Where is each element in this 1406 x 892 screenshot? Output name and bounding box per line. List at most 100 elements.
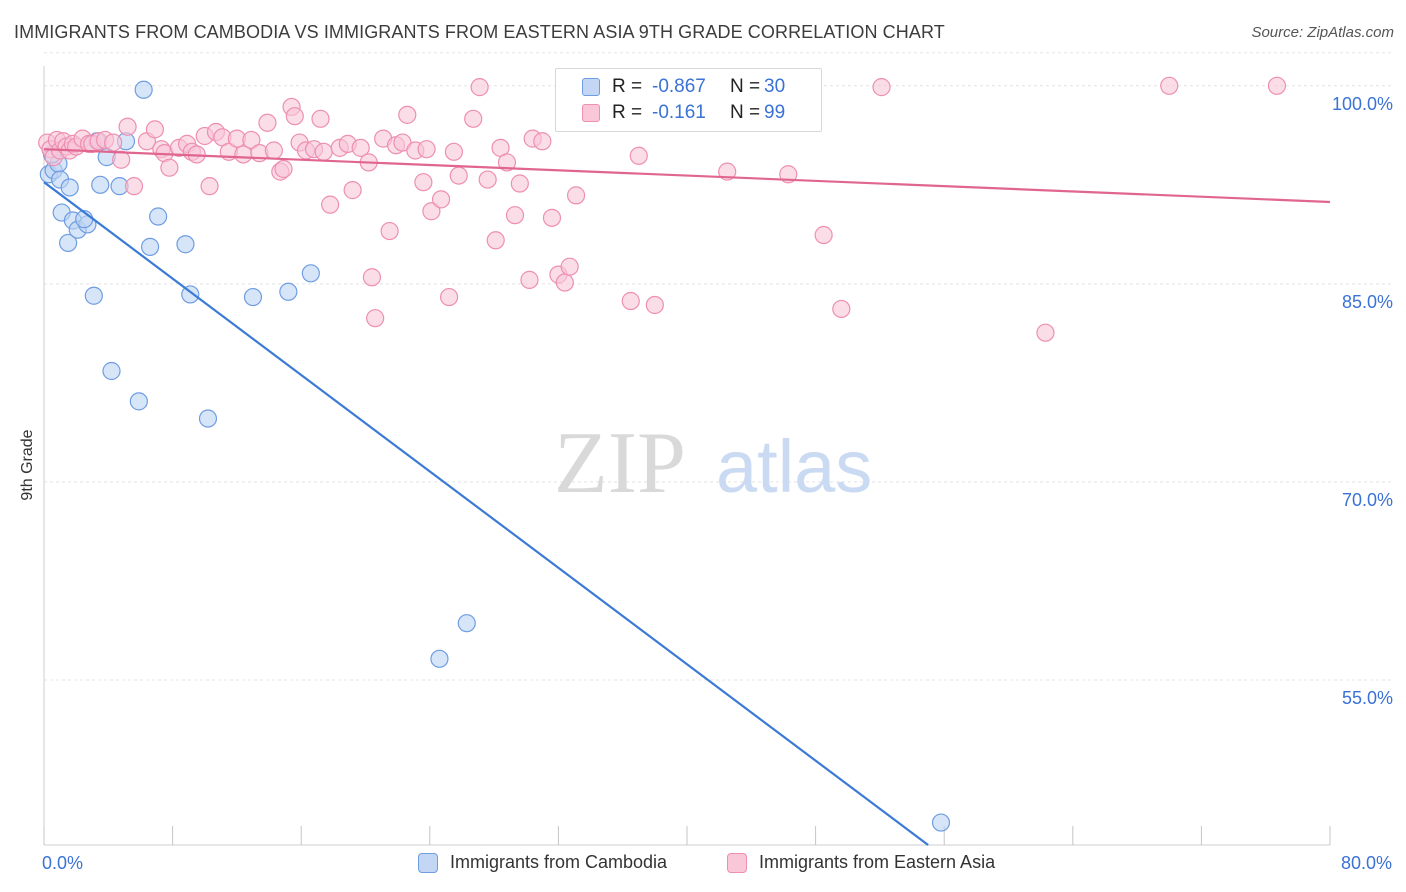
cambodia-point — [59, 233, 78, 253]
legend-n-value: 99 — [764, 102, 786, 123]
eastern-asia-point — [321, 195, 340, 214]
eastern-asia-point — [145, 120, 165, 139]
eastern-asia-point — [464, 109, 483, 128]
eastern-asia-point — [560, 257, 579, 276]
eastern-asia-point — [417, 140, 436, 159]
eastern-asia-point — [555, 273, 574, 292]
eastern-asia-point — [274, 159, 293, 179]
eastern-asia-point — [118, 117, 137, 136]
eastern-asia-point — [362, 268, 382, 287]
legend-row-eastern-asia: R = -0.161 N = 99 — [582, 101, 785, 125]
cambodia-point — [243, 287, 263, 307]
cambodia-point — [931, 813, 951, 832]
eastern-asia-point — [351, 138, 370, 157]
eastern-asia-point — [566, 186, 586, 205]
eastern-asia-point — [505, 206, 525, 225]
axes — [43, 66, 1331, 846]
eastern-asia-point — [124, 177, 144, 196]
eastern-asia-point — [343, 181, 362, 200]
cambodia-point — [149, 207, 168, 226]
legend-r-label: R = — [612, 102, 643, 123]
cambodia-point — [129, 392, 148, 411]
eastern-asia-point — [533, 132, 552, 151]
series-label-cambodia: Immigrants from Cambodia — [450, 852, 668, 872]
eastern-asia-point — [439, 287, 459, 307]
cambodia-point — [457, 614, 476, 633]
chart-title: IMMIGRANTS FROM CAMBODIA VS IMMIGRANTS F… — [14, 22, 945, 42]
eastern-asia-point — [414, 173, 433, 192]
series-legend-eastern-asia: Immigrants from Eastern Asia — [727, 852, 995, 873]
eastern-asia-point — [832, 299, 851, 319]
eastern-asia-point — [242, 130, 261, 150]
cambodia-point — [60, 178, 79, 197]
legend-n-value: 30 — [764, 76, 786, 97]
cambodia-point — [279, 282, 298, 301]
eastern-asia-point — [444, 142, 464, 161]
eastern-asia-point — [542, 208, 562, 227]
y-tick-label: 70.0% — [1342, 490, 1393, 510]
cambodia-point — [430, 649, 449, 668]
eastern-asia-trend-line — [43, 148, 1331, 204]
eastern-asia-point — [422, 202, 441, 221]
legend-n-label: N = — [730, 76, 761, 97]
legend-n-label: N = — [730, 102, 761, 123]
watermark: ZIP atlas — [554, 415, 872, 512]
eastern-asia-point — [366, 309, 385, 328]
eastern-asia-point — [314, 142, 333, 161]
eastern-asia-point — [510, 174, 529, 193]
eastern-asia-point — [470, 78, 489, 97]
chart-source: Source: ZipAtlas.com — [1251, 24, 1394, 41]
eastern-asia-point — [258, 113, 277, 132]
eastern-asia-point — [285, 107, 304, 126]
series-label-eastern-asia: Immigrants from Eastern Asia — [759, 852, 996, 872]
eastern-asia-point — [645, 295, 664, 315]
eastern-asia-point — [621, 291, 640, 311]
series-legend-cambodia: Immigrants from Cambodia — [418, 852, 667, 873]
eastern-asia-point — [112, 150, 131, 169]
eastern-asia-point — [449, 166, 468, 185]
eastern-asia-point — [718, 162, 737, 181]
legend-r-value: -0.867 — [652, 76, 706, 97]
eastern-asia-point — [1267, 76, 1287, 95]
eastern-asia-point — [872, 78, 891, 97]
y-tick-labels: 100.0% 85.0% 70.0% 55.0% — [1332, 94, 1393, 708]
eastern-asia-point — [431, 190, 451, 209]
series-swatch-cambodia — [418, 852, 438, 873]
cambodia-point — [134, 80, 153, 99]
watermark-zip: ZIP — [554, 415, 686, 512]
eastern-asia-point — [629, 146, 648, 165]
x-axis-min-label: 0.0% — [42, 853, 84, 873]
legend-r-label: R = — [612, 76, 643, 97]
legend-swatch-eastern-asia — [582, 104, 600, 122]
eastern-asia-point — [200, 177, 219, 196]
correlation-legend: R = -0.867 N = 30 R = -0.161 N = 99 — [555, 68, 822, 132]
eastern-asia-point — [104, 133, 123, 152]
cambodia-point — [84, 286, 103, 305]
eastern-asia-point — [380, 221, 399, 241]
cambodia-point — [91, 175, 110, 194]
eastern-asia-point — [311, 109, 330, 128]
series-swatch-eastern-asia — [727, 852, 747, 873]
cambodia-trend-line — [43, 181, 929, 846]
legend-swatch-cambodia — [582, 78, 600, 96]
eastern-asia-point — [478, 170, 497, 189]
legend-row-cambodia: R = -0.867 N = 30 — [582, 75, 785, 99]
cambodia-point — [102, 361, 121, 381]
eastern-asia-point — [486, 231, 505, 250]
eastern-asia-point — [398, 105, 417, 124]
watermark-atlas: atlas — [716, 425, 872, 508]
eastern-asia-point — [160, 158, 179, 177]
y-tick-label: 100.0% — [1332, 94, 1393, 114]
eastern-asia-point — [1160, 76, 1179, 95]
series-legend: Immigrants from Cambodia Immigrants from… — [0, 852, 1406, 878]
eastern-asia-point — [264, 141, 283, 160]
data-points — [38, 76, 1287, 832]
x-axis-max-label: 80.0% — [1340, 853, 1392, 873]
cambodia-point — [198, 409, 218, 428]
cambodia-point — [140, 237, 160, 256]
trend-lines — [43, 148, 1331, 846]
eastern-asia-point — [814, 225, 833, 245]
eastern-asia-point — [497, 153, 517, 172]
eastern-asia-point — [1036, 323, 1055, 342]
